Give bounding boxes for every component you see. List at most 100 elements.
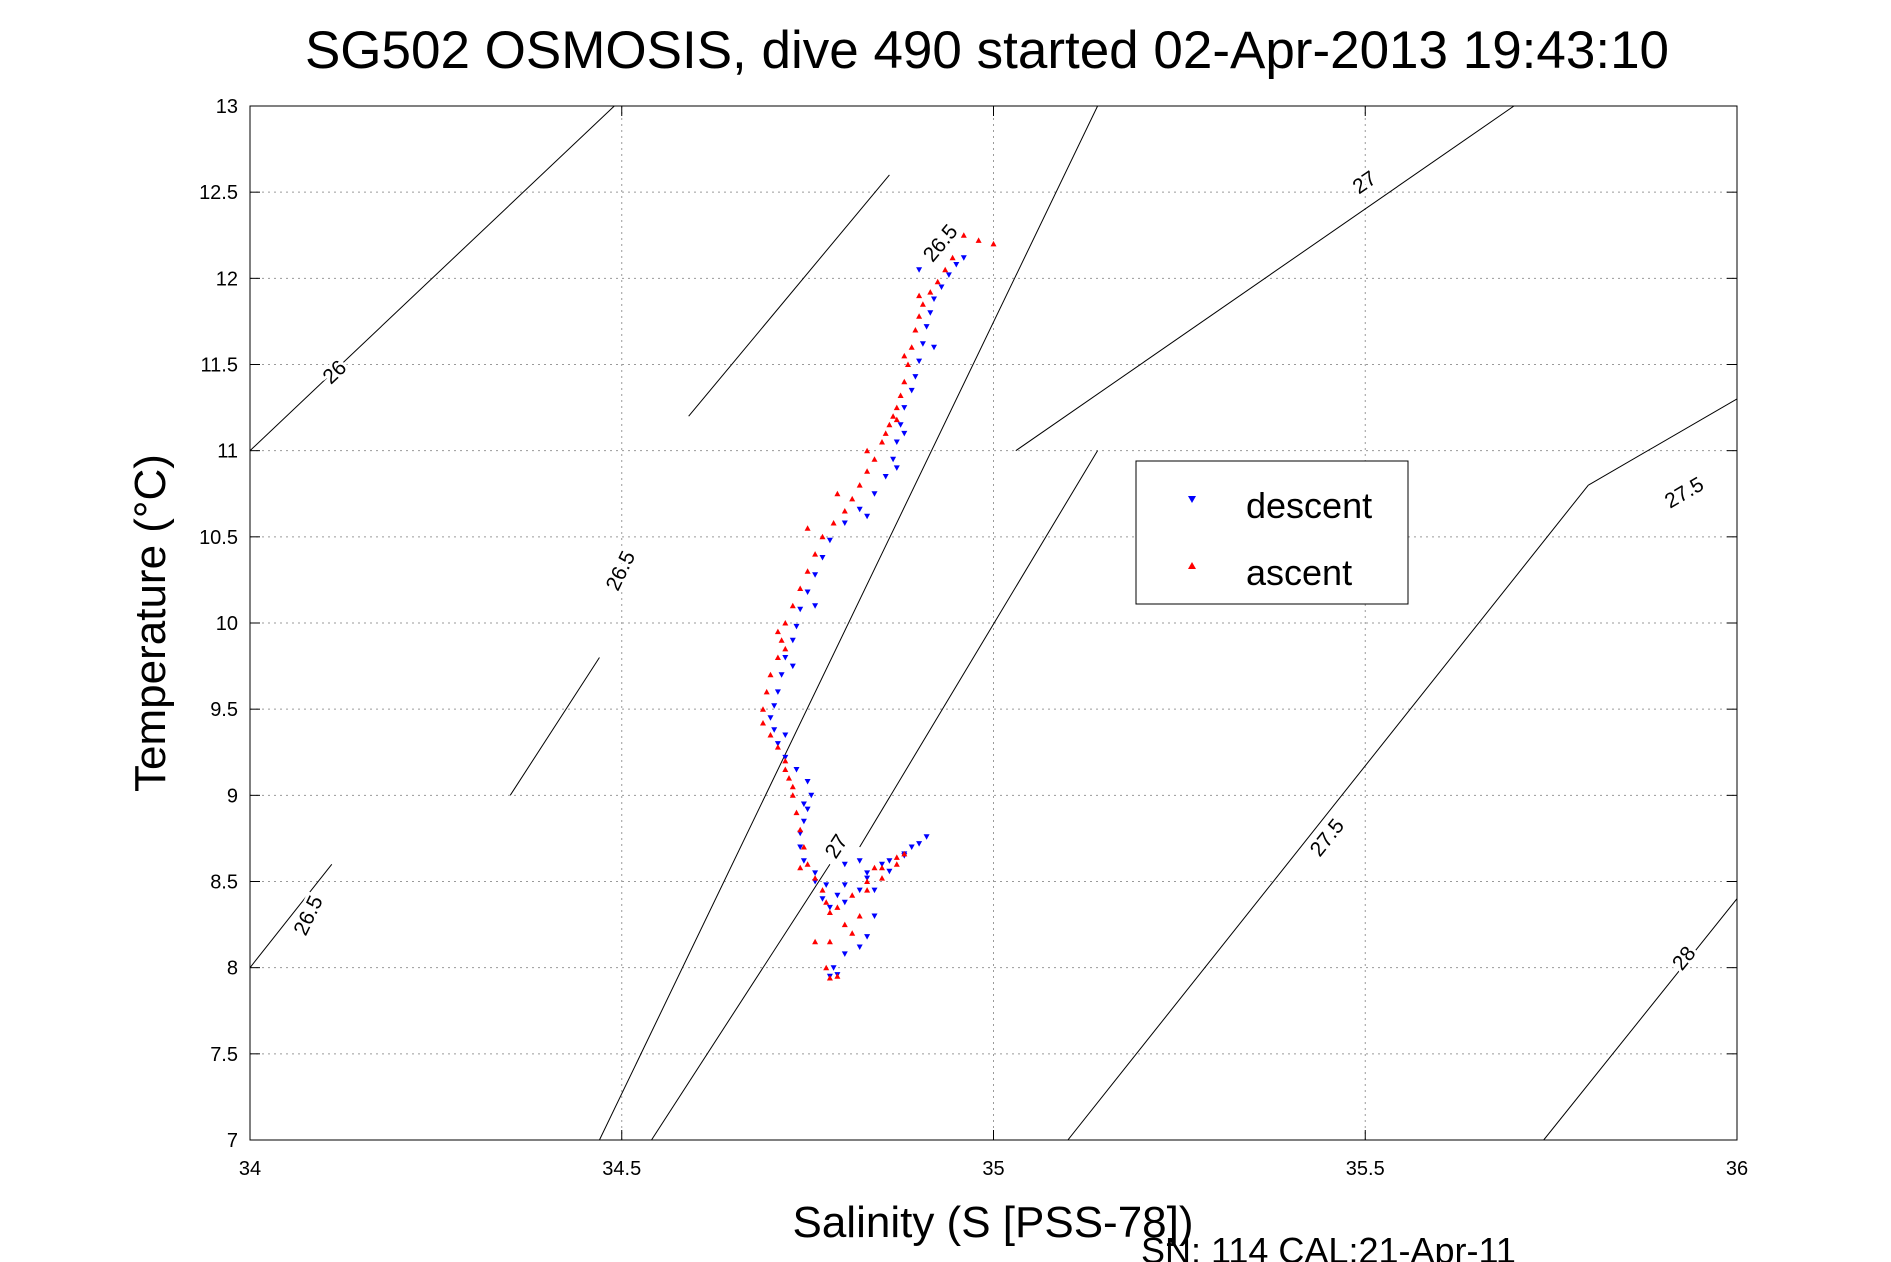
ascent-point: [782, 645, 789, 652]
ascent-point: [893, 404, 900, 411]
descent-point: [823, 882, 830, 888]
ascent-point: [786, 775, 792, 781]
chart-title: SG502 OSMOSIS, dive 490 started 02-Apr-2…: [305, 21, 1669, 80]
ascent-point: [864, 887, 871, 893]
ascent-point: [782, 620, 789, 626]
descent-point: [812, 603, 819, 609]
descent-point: [871, 491, 878, 497]
descent-point: [793, 623, 800, 630]
y-tick-label: 7.5: [210, 1044, 238, 1066]
descent-point: [856, 944, 863, 950]
ascent-point: [782, 757, 789, 764]
x-axis-label: Salinity (S [PSS-78]): [792, 1198, 1193, 1247]
descent-point: [808, 792, 815, 799]
ascent-point: [797, 826, 804, 833]
ascent-point: [912, 327, 919, 333]
ascent-point: [901, 352, 908, 359]
ascent-point: [849, 930, 856, 936]
ascent-point: [901, 850, 908, 857]
descent-point: [774, 741, 781, 747]
descent-point: [916, 358, 923, 365]
ascent-point: [990, 240, 997, 247]
ascent-point: [812, 875, 819, 881]
ascent-point: [778, 637, 785, 643]
y-tick-label: 9: [227, 785, 238, 807]
descent-point: [856, 887, 863, 894]
ascent-point: [812, 551, 819, 557]
ascent-point: [942, 266, 949, 273]
data-points: [760, 232, 997, 981]
x-tick-label: 35: [982, 1158, 1004, 1180]
ascent-point: [893, 861, 900, 867]
y-tick-label: 10.5: [199, 527, 238, 549]
footnote: SN: 114 CAL:21-Apr-11: [1141, 1230, 1516, 1262]
isopycnal-line: [688, 174, 890, 417]
ascent-point: [864, 468, 871, 474]
ascent-point: [856, 913, 863, 919]
descent-point: [919, 341, 926, 347]
descent-point: [767, 715, 774, 721]
y-tick-label: 7: [227, 1130, 238, 1152]
descent-point: [908, 387, 915, 394]
descent-point: [789, 637, 796, 644]
ascent-point: [856, 482, 863, 488]
isopycnal-line: [250, 106, 615, 452]
descent-point: [901, 430, 908, 437]
y-tick-label: 12: [216, 268, 238, 290]
descent-point: [793, 767, 800, 773]
descent-point: [938, 284, 945, 290]
ascent-point: [893, 416, 900, 423]
descent-point: [912, 374, 919, 380]
x-tick-label: 36: [1726, 1158, 1748, 1180]
isopycnal-line: [1543, 898, 1737, 1140]
ascent-point: [897, 392, 904, 398]
y-tick-label: 12.5: [199, 182, 238, 204]
x-tick-label: 34.5: [602, 1158, 641, 1180]
descent-point: [819, 896, 826, 902]
ascent-point: [823, 899, 830, 905]
descent-point: [864, 870, 871, 876]
ascent-point: [819, 533, 826, 540]
ascent-point: [841, 921, 848, 928]
ascent-point: [905, 361, 911, 367]
x-axis-ticks: 34 34.5 35 35.5 36: [239, 106, 1748, 1180]
descent-point: [856, 858, 863, 864]
ascent-point: [882, 430, 889, 436]
isopycnal-line: [1067, 484, 1589, 1140]
ascent-point: [760, 706, 766, 712]
x-tick-label: 34: [239, 1158, 261, 1180]
descent-point: [800, 818, 807, 825]
descent-point: [782, 754, 789, 761]
ascent-point: [849, 892, 856, 898]
descent-point: [864, 934, 871, 940]
ascent-point: [916, 313, 923, 319]
ascent-point: [916, 292, 923, 299]
descent-point: [931, 296, 937, 302]
descent-point: [960, 255, 967, 261]
ascent-point: [826, 938, 833, 945]
descent-point: [774, 689, 781, 695]
isopycnal-line: [598, 106, 1099, 1140]
ascent-point: [934, 278, 941, 285]
descent-point: [916, 841, 923, 847]
legend-label-descent: descent: [1246, 485, 1372, 526]
ascent-point: [763, 688, 770, 695]
descent-point: [812, 870, 819, 876]
ascent-point: [804, 525, 811, 531]
y-axis-label: Temperature (°C): [126, 454, 175, 792]
descent-point: [819, 555, 826, 561]
ascent-point: [819, 887, 826, 893]
descent-point: [871, 887, 878, 894]
descent-point: [908, 844, 915, 850]
ascent-point: [782, 766, 789, 772]
isopycnal-line: [859, 450, 1099, 848]
ascent-point: [789, 602, 796, 609]
ascent-point: [879, 439, 885, 445]
legend-marker-descent: [1188, 496, 1196, 503]
ascent-point: [864, 447, 871, 454]
descent-point: [841, 861, 848, 868]
ascent-point: [760, 720, 766, 726]
ascent-point: [804, 861, 811, 867]
legend-label-ascent: ascent: [1246, 552, 1352, 593]
